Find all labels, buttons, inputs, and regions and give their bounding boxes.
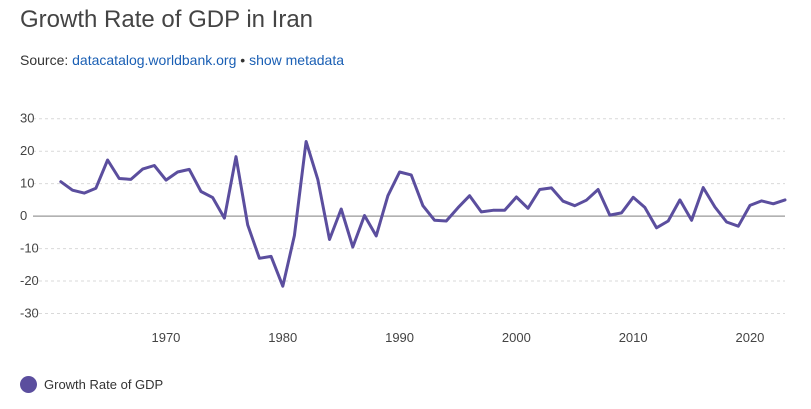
source-label: Source:: [20, 52, 69, 68]
x-tick-label: 2010: [619, 330, 648, 345]
legend-label: Growth Rate of GDP: [44, 377, 164, 392]
y-tick-label: -10: [20, 241, 39, 256]
y-tick-label: 10: [20, 176, 34, 191]
x-tick-label: 1970: [151, 330, 180, 345]
x-tick-label: 2020: [735, 330, 764, 345]
source-link[interactable]: datacatalog.worldbank.org: [72, 52, 237, 68]
grid-layer: [33, 118, 785, 315]
legend[interactable]: Growth Rate of GDP: [20, 376, 163, 393]
source-separator: •: [240, 52, 246, 68]
x-tick-label: 1980: [268, 330, 297, 345]
y-axis-ticks: 30 20 10 0 -10 -20 -30: [20, 111, 39, 321]
y-tick-label: -30: [20, 306, 39, 321]
x-axis-ticks: 1970 1980 1990 2000 2010 2020: [151, 330, 764, 345]
x-tick-label: 1990: [385, 330, 414, 345]
series-layer: [59, 140, 787, 288]
y-tick-label: 30: [20, 111, 34, 126]
source-line: Source: datacatalog.worldbank.org • show…: [20, 52, 344, 68]
x-tick-label: 2000: [502, 330, 531, 345]
y-tick-label: 0: [20, 208, 27, 223]
show-metadata-link[interactable]: show metadata: [249, 52, 345, 68]
legend-swatch-icon: [20, 376, 37, 393]
series-line: [59, 140, 787, 288]
y-tick-label: 20: [20, 143, 34, 158]
y-tick-label: -20: [20, 273, 39, 288]
chart-title: Growth Rate of GDP in Iran: [20, 6, 314, 33]
